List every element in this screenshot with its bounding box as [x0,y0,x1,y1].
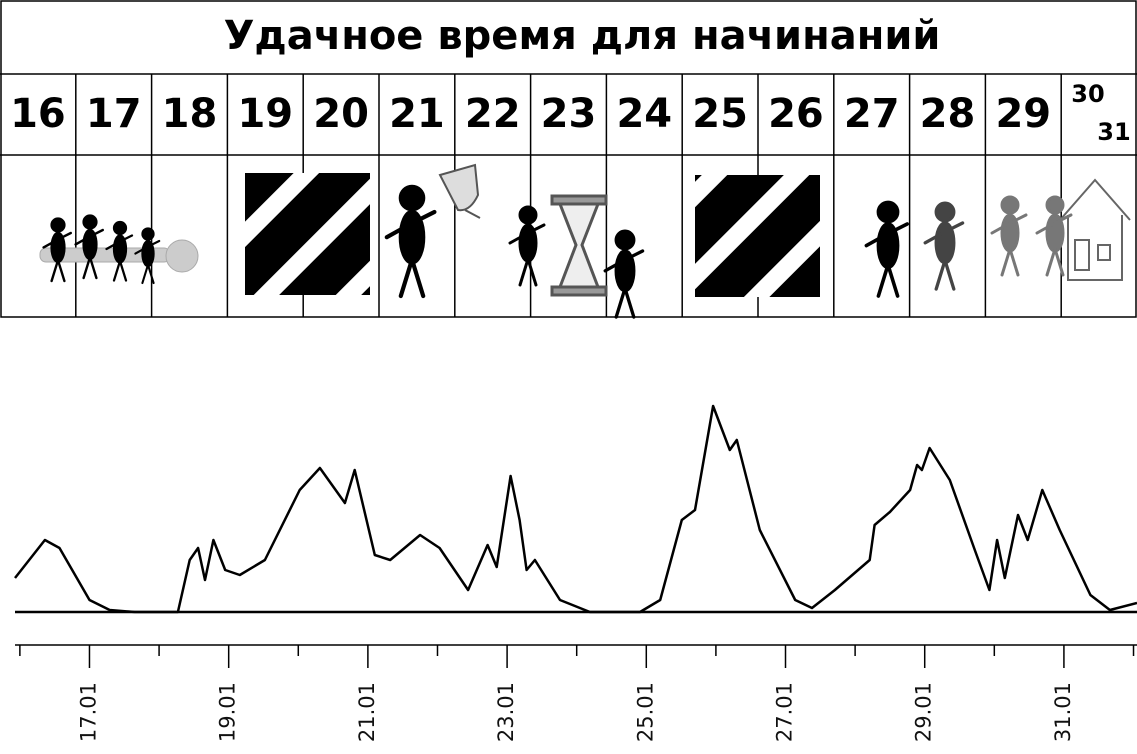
day-label: 20 [313,91,369,137]
day-label: 19 [237,91,293,137]
x-tick-label: 29.01 [912,682,936,742]
figure-limbs [42,231,72,283]
x-tick-label: 21.01 [355,682,379,742]
day-label: 30 [1071,80,1104,108]
figure-head [112,220,128,236]
figure [603,229,645,319]
figure-limbs [74,228,104,280]
x-tick-label: 19.01 [216,682,240,742]
figure [864,200,909,298]
figure-head [518,205,538,225]
x-tick-label: 31.01 [1051,682,1075,742]
day-label: 24 [616,91,672,137]
title: Удачное время для начинаний [224,13,941,59]
figure-limbs [923,221,965,291]
figure [74,214,104,280]
figure [990,195,1028,277]
x-tick-label: 23.01 [494,682,518,742]
day-label: 26 [768,91,824,137]
hatched-box [245,173,370,295]
x-tick-label: 17.01 [76,682,100,742]
table-border [0,0,1137,318]
x-tick-label: 27.01 [773,682,797,742]
house [1059,178,1131,281]
figure [42,217,72,283]
figures [42,184,1073,319]
illustrations [39,163,1131,319]
day-label: 21 [389,91,445,137]
day-label: 27 [844,91,900,137]
figure-limbs [864,222,909,298]
day-label: 17 [86,91,142,137]
day-label: 18 [162,91,218,137]
hourglass [550,194,608,297]
day-label: 16 [10,91,66,137]
figure-limbs [134,239,161,285]
figure-head [614,229,636,251]
day-label: 29 [995,91,1051,137]
figure-limbs [990,213,1028,277]
figure-limbs [603,249,645,319]
figure-limbs [384,209,437,299]
hatched-box [695,175,820,297]
day-label: 22 [465,91,521,137]
figure [384,184,437,299]
day-label: 31 [1097,118,1130,146]
line-series [14,404,1137,614]
figure [134,227,161,285]
figure-limbs [105,234,134,282]
figure-head [1000,195,1020,215]
figure-head [934,201,956,223]
figure-limbs [508,223,546,287]
header-table [0,0,1137,318]
day-label: 25 [692,91,748,137]
figure-head [1045,195,1065,215]
x-tick-label: 25.01 [633,682,657,742]
figure-head [398,184,426,212]
day-label: 23 [541,91,597,137]
day-label: 28 [920,91,976,137]
trophy [438,163,481,219]
figure-limbs [1035,213,1073,277]
figure-head [876,200,900,224]
figure-head [50,217,66,233]
figure-head [82,214,98,230]
columns: 16 17 18 19 20 21 22 23 24 25 26 27 28 29 30 31 [10,74,1131,317]
figure [105,220,134,282]
figure [508,205,546,287]
plot: 17.01 19.01 21.01 23.01 25.01 27.01 29.01 31.01 [14,404,1137,742]
figure [923,201,965,291]
figure [1035,195,1073,277]
figure-head [141,227,155,241]
